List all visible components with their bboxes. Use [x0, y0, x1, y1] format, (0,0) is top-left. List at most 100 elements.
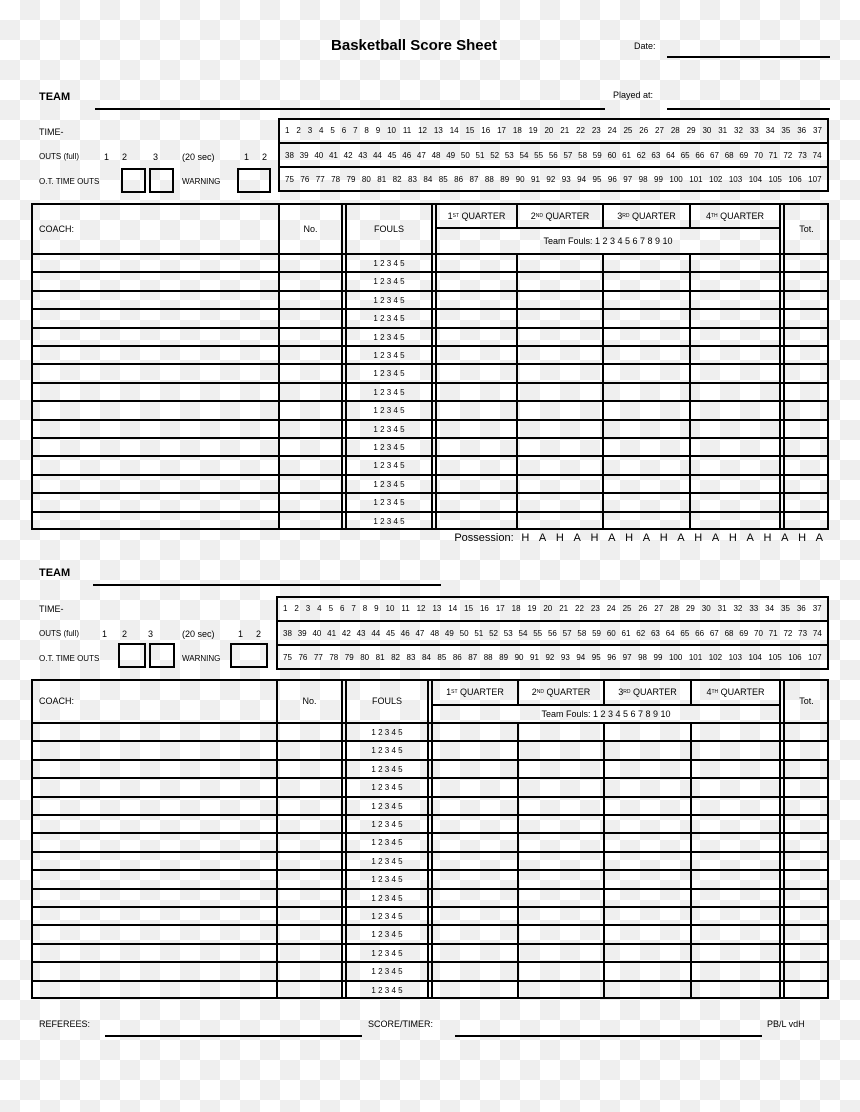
time-mark[interactable]: 22 [575, 604, 584, 613]
time-mark[interactable]: 107 [808, 653, 822, 662]
time-mark[interactable]: 64 [665, 629, 675, 638]
time-mark[interactable]: 42 [341, 629, 351, 638]
time-mark[interactable]: 15 [464, 604, 474, 613]
time-mark[interactable]: 79 [344, 653, 354, 662]
time-mark[interactable]: 60 [607, 151, 617, 160]
time-mark[interactable]: 21 [559, 604, 569, 613]
player-fouls-cell[interactable]: 1 2 3 4 5 [373, 387, 405, 397]
time-mark[interactable]: 100 [669, 175, 683, 184]
possession-mark[interactable]: A [746, 532, 754, 544]
time-mark[interactable]: 53 [503, 629, 513, 638]
time-mark[interactable]: 90 [515, 175, 525, 184]
player-fouls-cell[interactable]: 1 2 3 4 5 [373, 406, 405, 415]
possession-mark[interactable]: H [521, 532, 530, 544]
time-mark[interactable]: 61 [622, 151, 631, 160]
possession-mark[interactable]: H [555, 532, 564, 544]
possession-mark[interactable]: H [590, 532, 599, 544]
time-mark[interactable]: 37 [812, 604, 822, 613]
time-mark[interactable]: 75 [285, 175, 294, 184]
time-mark[interactable]: 56 [548, 151, 558, 160]
date-field[interactable] [667, 56, 830, 58]
time-mark[interactable]: 94 [576, 653, 586, 662]
time-mark[interactable]: 22 [576, 126, 585, 135]
time-mark[interactable]: 80 [360, 653, 370, 662]
time-mark[interactable]: 57 [563, 151, 573, 160]
time-mark[interactable]: 92 [545, 653, 555, 662]
time-mark[interactable]: 88 [483, 653, 493, 662]
team-fouls-row[interactable]: Team Fouls: 1 2 3 4 5 6 7 8 9 10 [543, 236, 673, 246]
time-mark[interactable]: 66 [695, 629, 705, 638]
time-mark[interactable]: 54 [519, 151, 529, 160]
time-mark[interactable]: 48 [431, 151, 441, 160]
player-fouls-cell[interactable]: 1 2 3 4 5 [371, 856, 403, 866]
time-mark[interactable]: 77 [315, 175, 325, 184]
time-mark[interactable]: 58 [578, 151, 588, 160]
team-name-field[interactable] [95, 108, 605, 110]
time-mark[interactable]: 107 [808, 175, 822, 184]
player-fouls-cell[interactable]: 1 2 3 4 5 [373, 498, 405, 507]
time-mark[interactable]: 35 [781, 604, 790, 613]
possession-mark[interactable]: H [694, 532, 703, 544]
time-mark[interactable]: 67 [710, 151, 719, 160]
time-mark[interactable]: 52 [490, 151, 500, 160]
time-mark[interactable]: 29 [685, 604, 695, 613]
player-fouls-cell[interactable]: 1 2 3 4 5 [373, 258, 405, 268]
time-mark[interactable]: 50 [460, 151, 470, 160]
time-mark[interactable]: 19 [528, 126, 538, 135]
player-fouls-cell[interactable]: 1 2 3 4 5 [373, 295, 405, 305]
time-mark[interactable]: 2 [294, 604, 299, 613]
time-mark[interactable]: 70 [754, 151, 763, 160]
time-mark[interactable]: 34 [765, 604, 775, 613]
time-mark[interactable]: 15 [465, 126, 475, 135]
time-mark[interactable]: 56 [547, 629, 557, 638]
player-fouls-cell[interactable]: 1 2 3 4 5 [373, 350, 405, 360]
time-mark[interactable]: 45 [386, 629, 395, 638]
time-mark[interactable]: 38 [285, 151, 294, 160]
possession-mark[interactable]: H [625, 532, 634, 544]
time-mark[interactable]: 54 [518, 629, 528, 638]
time-mark[interactable]: 3 [305, 604, 311, 613]
player-fouls-cell[interactable]: 1 2 3 4 5 [371, 911, 403, 921]
time-mark[interactable]: 65 [680, 629, 690, 638]
time-mark[interactable]: 68 [724, 629, 734, 638]
time-mark[interactable]: 66 [695, 151, 705, 160]
time-mark[interactable]: 59 [592, 629, 601, 638]
time-mark[interactable]: 71 [768, 629, 778, 638]
time-mark[interactable]: 23 [590, 604, 600, 613]
time-mark[interactable]: 12 [416, 604, 426, 613]
time-mark[interactable]: 104 [748, 653, 762, 662]
possession-mark[interactable]: A [677, 532, 685, 544]
time-mark[interactable]: 93 [561, 175, 571, 184]
time-mark[interactable]: 44 [372, 151, 382, 160]
possession-mark[interactable]: H [728, 532, 737, 544]
time-mark[interactable]: 10 [387, 126, 396, 135]
time-mark[interactable]: 93 [560, 653, 570, 662]
time-mark[interactable]: 59 [592, 151, 602, 160]
time-mark[interactable]: 106 [788, 653, 802, 662]
time-mark[interactable]: 61 [621, 629, 631, 638]
time-mark[interactable]: 84 [423, 175, 433, 184]
time-mark[interactable]: 41 [328, 151, 338, 160]
time-mark[interactable]: 28 [670, 604, 680, 613]
time-mark[interactable]: 78 [329, 653, 339, 662]
time-mark[interactable]: 104 [748, 175, 763, 184]
time-mark[interactable]: 27 [654, 604, 664, 613]
time-mark[interactable]: 62 [636, 629, 646, 638]
time-mark[interactable]: 7 [351, 604, 356, 613]
ot-timeout-box[interactable] [121, 168, 146, 193]
time-mark[interactable]: 14 [449, 126, 459, 135]
time-mark[interactable]: 103 [728, 175, 743, 184]
time-mark[interactable]: 35 [781, 126, 791, 135]
ot-timeout-box[interactable] [149, 168, 174, 193]
time-mark[interactable]: 106 [788, 175, 802, 184]
time-mark[interactable]: 47 [416, 151, 426, 160]
possession-mark[interactable]: A [573, 532, 581, 544]
team-name-field[interactable] [93, 584, 441, 586]
time-mark[interactable]: 5 [330, 126, 335, 135]
time-mark[interactable]: 21 [560, 126, 570, 135]
time-mark[interactable]: 12 [418, 126, 427, 135]
time-mark[interactable]: 20 [543, 604, 553, 613]
time-mark[interactable]: 105 [768, 175, 782, 184]
time-mark[interactable]: 8 [362, 604, 368, 613]
time-mark[interactable]: 39 [299, 151, 309, 160]
